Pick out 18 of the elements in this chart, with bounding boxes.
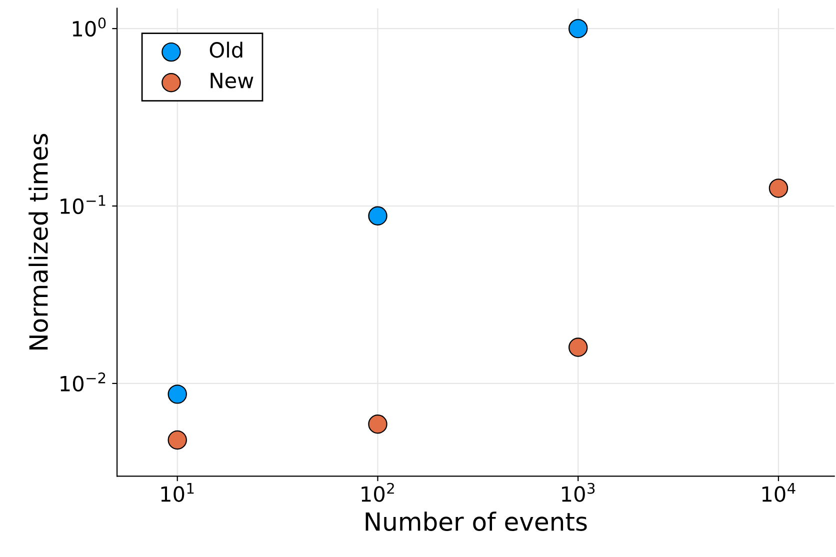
point — [568, 338, 588, 357]
x-tick-label: 10$^{4}$ — [762, 483, 796, 502]
legend-label: Old — [210, 42, 242, 58]
x-tick-label: 10$^{2}$ — [362, 482, 394, 502]
y-axis-title: Normalized times — [28, 134, 48, 350]
x-tick-label: 10$^{1}$ — [161, 483, 194, 502]
point — [568, 18, 588, 38]
point — [368, 414, 388, 434]
y-tick-label: 10$^{−2}$ — [60, 372, 106, 392]
x-axis-title: Number of events — [366, 512, 587, 532]
point — [168, 384, 187, 404]
point — [768, 178, 788, 198]
y-tick-label: 10$^{−1}$ — [60, 195, 106, 214]
point — [168, 430, 187, 450]
legend-label: New — [210, 72, 254, 88]
x-tick-label: 10$^{3}$ — [562, 482, 595, 502]
point — [368, 206, 388, 226]
y-tick-label: 10$^{0}$ — [72, 18, 106, 37]
